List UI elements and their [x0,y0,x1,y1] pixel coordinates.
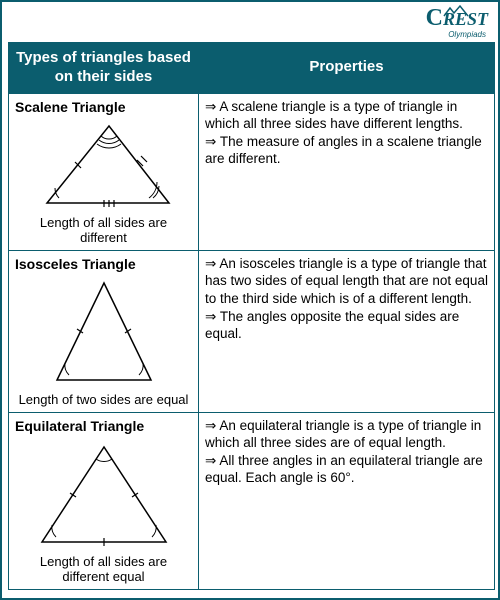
cell-isosceles-figure: Isosceles Triangle Length of two side [9,250,199,412]
cell-isosceles-props: ⇒ An isosceles triangle is a type of tri… [199,250,495,412]
table-header-row: Types of triangles based on their sides … [9,43,495,94]
equilateral-title: Equilateral Triangle [15,417,192,435]
brand-logo: CREST [426,6,488,30]
row-isosceles: Isosceles Triangle Length of two side [9,250,495,412]
isosceles-triangle-diagram [29,275,179,390]
brand-subtext: Olympiads [448,30,486,39]
scalene-caption: Length of all sides are different [15,215,192,246]
equilateral-triangle-diagram [24,437,184,552]
brand-rest: REST [443,9,488,29]
cell-equilateral-figure: Equilateral Triangle [9,412,199,589]
equilateral-prop-1: An equilateral triangle is a type of tri… [205,418,481,451]
isosceles-caption: Length of two sides are equal [15,392,192,408]
isosceles-figure [15,275,192,390]
row-scalene: Scalene Triangle [9,93,495,250]
row-equilateral: Equilateral Triangle [9,412,495,589]
isosceles-prop-2: The angles opposite the equal sides are … [205,309,459,342]
scalene-prop-1: A scalene triangle is a type of triangle… [205,99,463,132]
page-frame: CREST Olympiads Types of triangles based… [0,0,500,600]
scalene-figure [15,118,192,213]
isosceles-prop-1: An isosceles triangle is a type of trian… [205,256,488,306]
scalene-title: Scalene Triangle [15,98,192,116]
scalene-prop-2: The measure of angles in a scalene trian… [205,134,482,167]
equilateral-figure [15,437,192,552]
cell-scalene-props: ⇒ A scalene triangle is a type of triang… [199,93,495,250]
scalene-triangle-diagram [29,118,179,213]
header-properties: Properties [199,43,495,94]
cell-equilateral-props: ⇒ An equilateral triangle is a type of t… [199,412,495,589]
equilateral-caption: Length of all sides are different equal [15,554,192,585]
equilateral-prop-2: All three angles in an equilateral trian… [205,453,483,486]
isosceles-title: Isosceles Triangle [15,255,192,273]
brand-initial: C [426,5,443,31]
header-types: Types of triangles based on their sides [9,43,199,94]
triangle-table: Types of triangles based on their sides … [8,42,495,590]
cell-scalene-figure: Scalene Triangle [9,93,199,250]
